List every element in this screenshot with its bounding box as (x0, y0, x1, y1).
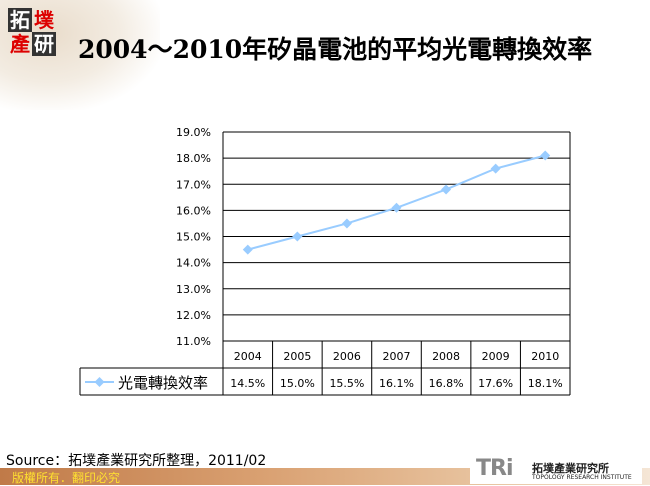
legend-diamond-marker (94, 377, 105, 387)
data-point-marker (490, 163, 501, 174)
y-tick-label: 11.0% (176, 335, 211, 348)
y-tick-label: 18.0% (176, 152, 211, 165)
tri-logo: 拓墣產研 (8, 8, 60, 58)
tri-brand-logo: TRi 拓墣產業研究所 TOPOLOGY RESEARCH INSTITUTE (470, 456, 642, 484)
legend-series-name: 光電轉換效率 (118, 374, 208, 392)
x-category-label: 2009 (482, 350, 510, 363)
data-point-marker (441, 184, 452, 195)
source-note: Source：拓墣產業研究所整理，2011/02 (6, 453, 267, 469)
slide-title: 2004～2010年矽晶電池的平均光電轉換效率 (78, 35, 593, 64)
data-table-value: 16.8% (429, 377, 464, 390)
data-point-marker (242, 244, 253, 255)
copyright-text: 版權所有．翻印必究 (12, 471, 121, 485)
x-category-label: 2005 (283, 350, 311, 363)
data-point-marker (540, 150, 551, 161)
data-table-value: 15.5% (329, 377, 364, 390)
data-table-value: 17.6% (478, 377, 513, 390)
logo-char: 產 (10, 32, 30, 56)
data-table-value: 15.0% (280, 377, 315, 390)
y-tick-label: 16.0% (176, 204, 211, 217)
data-point-marker (292, 231, 303, 242)
y-tick-label: 13.0% (176, 283, 211, 296)
series-line (247, 154, 546, 251)
x-category-label: 2007 (383, 350, 411, 363)
data-table-value: 16.1% (379, 377, 414, 390)
y-tick-label: 14.0% (176, 257, 211, 270)
y-tick-label: 17.0% (176, 178, 211, 191)
brand-mark: TRi (476, 456, 513, 481)
brand-cn: 拓墣產業研究所 (532, 462, 609, 475)
logo-char: 墣 (34, 8, 54, 32)
data-point-marker (391, 202, 402, 213)
brand-en: TOPOLOGY RESEARCH INSTITUTE (532, 474, 632, 481)
data-table-value: 14.5% (230, 377, 265, 390)
y-tick-label: 12.0% (176, 309, 211, 322)
y-tick-label: 19.0% (176, 126, 211, 139)
x-category-label: 2006 (333, 350, 361, 363)
x-category-label: 2004 (234, 350, 262, 363)
data-point-marker (341, 218, 352, 229)
logo-char: 研 (32, 32, 56, 56)
data-table-value: 18.1% (528, 377, 563, 390)
x-category-label: 2008 (432, 350, 460, 363)
y-tick-label: 15.0% (176, 231, 211, 244)
x-category-label: 2010 (531, 350, 559, 363)
logo-char: 拓 (8, 8, 32, 32)
